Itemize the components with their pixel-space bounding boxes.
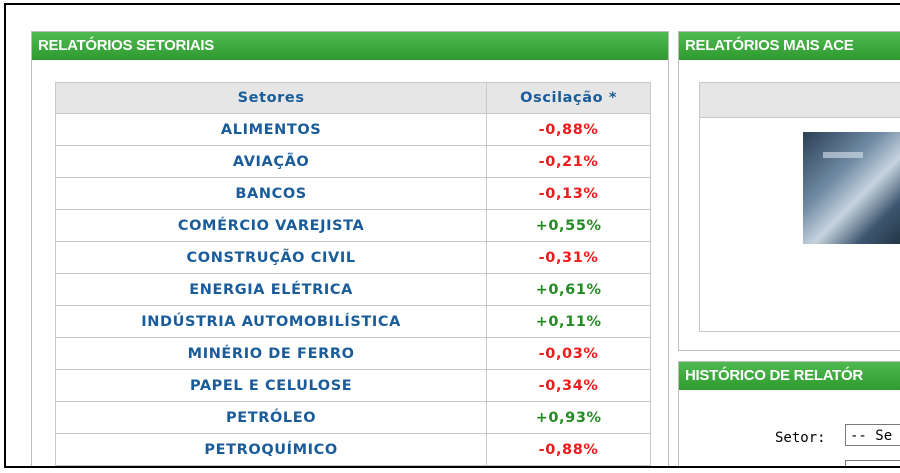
table-row: INDÚSTRIA AUTOMOBILÍSTICA +0,11% — [54, 305, 651, 338]
sector-name-link[interactable]: AVIAÇÃO — [54, 145, 488, 178]
oscillation-value: -0,03% — [486, 337, 651, 370]
most-accessed-panel: RELATÓRIOS MAIS ACE — [678, 31, 900, 351]
sector-name-link[interactable]: PETRÓLEO — [54, 401, 488, 434]
setor-select[interactable]: -- Se — [845, 424, 900, 446]
image-highlight — [823, 152, 863, 158]
table-row: ALIMENTOS -0,88% — [54, 113, 651, 146]
table-row: CONSTRUÇÃO CIVIL -0,31% — [54, 241, 651, 274]
oscillation-value: +0,61% — [486, 273, 651, 306]
sector-name-link[interactable]: COMÉRCIO VAREJISTA — [54, 209, 488, 242]
oscillation-value: -0,34% — [486, 369, 651, 402]
sector-table: Setores Oscilação * ALIMENTOS -0,88% AVIAÇ… — [54, 82, 651, 466]
table-header-row: Setores Oscilação * — [54, 82, 651, 114]
table-row: MINÉRIO DE FERRO -0,03% — [54, 337, 651, 370]
table-row: PETRÓLEO +0,93% — [54, 401, 651, 434]
setor-label: Setor: — [775, 430, 826, 446]
sector-name-link[interactable]: ALIMENTOS — [54, 113, 488, 146]
table-row: COMÉRCIO VAREJISTA +0,55% — [54, 209, 651, 242]
sector-name-link[interactable]: ENERGIA ELÉTRICA — [54, 273, 488, 306]
oscillation-value: -0,31% — [486, 241, 651, 274]
report-thumbnail-image[interactable] — [803, 132, 900, 244]
table-row: PETROQUÍMICO -0,88% — [54, 433, 651, 466]
second-select[interactable] — [845, 460, 900, 466]
sector-name-link[interactable]: BANCOS — [54, 177, 488, 210]
oscillation-value: +0,55% — [486, 209, 651, 242]
report-history-header: HISTÓRICO DE RELATÓR — [679, 362, 900, 390]
table-row: AVIAÇÃO -0,21% — [54, 145, 651, 178]
oscillation-value: -0,88% — [486, 433, 651, 466]
oscillation-column-header[interactable]: Oscilação * — [486, 82, 651, 114]
oscillation-value: +0,93% — [486, 401, 651, 434]
window-frame: RELATÓRIOS SETORIAIS Setores Oscilação *… — [4, 3, 900, 468]
table-row: BANCOS -0,13% — [54, 177, 651, 210]
most-accessed-box-header — [700, 83, 900, 118]
sector-reports-panel: RELATÓRIOS SETORIAIS Setores Oscilação *… — [31, 31, 669, 466]
sector-name-link[interactable]: CONSTRUÇÃO CIVIL — [54, 241, 488, 274]
table-row: ENERGIA ELÉTRICA +0,61% — [54, 273, 651, 306]
sector-reports-header: RELATÓRIOS SETORIAIS — [32, 32, 668, 60]
sector-name-link[interactable]: MINÉRIO DE FERRO — [54, 337, 488, 370]
oscillation-value: -0,21% — [486, 145, 651, 178]
oscillation-value: -0,13% — [486, 177, 651, 210]
oscillation-value: -0,88% — [486, 113, 651, 146]
sector-name-link[interactable]: PETROQUÍMICO — [54, 433, 488, 466]
sector-name-link[interactable]: PAPEL E CELULOSE — [54, 369, 488, 402]
table-row: PAPEL E CELULOSE -0,34% — [54, 369, 651, 402]
most-accessed-header: RELATÓRIOS MAIS ACE — [679, 32, 900, 60]
sector-column-header[interactable]: Setores — [54, 82, 488, 114]
oscillation-value: +0,11% — [486, 305, 651, 338]
report-history-panel: HISTÓRICO DE RELATÓR Setor: -- Se — [678, 361, 900, 466]
sector-name-link[interactable]: INDÚSTRIA AUTOMOBILÍSTICA — [54, 305, 488, 338]
